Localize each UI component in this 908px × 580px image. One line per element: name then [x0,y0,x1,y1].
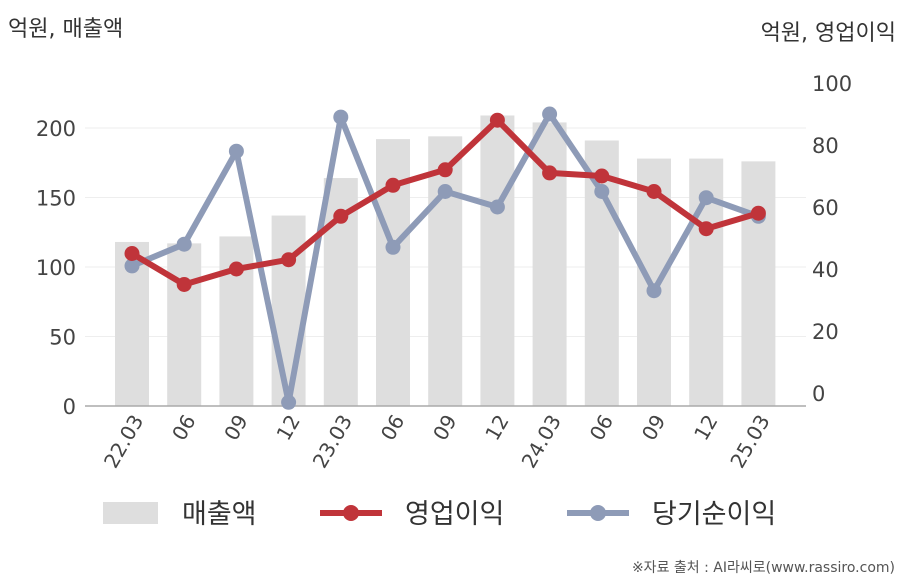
series-point [594,184,610,199]
legend-label: 당기순이익 [652,499,776,530]
series-point [228,143,244,159]
series-point [437,184,453,199]
right-axis-unit-label: 억원, 영업이익 [761,21,896,46]
right-tick-label: 0 [812,382,825,406]
x-tick-label: 12 [480,411,514,445]
legend-swatch-bar [103,502,158,524]
series-point [333,208,349,224]
left-tick-label: 50 [49,326,76,350]
x-tick-label: 06 [585,411,619,445]
left-tick-label: 0 [63,395,76,419]
line-series [124,106,766,410]
x-tick-label: 22.03 [99,411,148,473]
x-tick-label: 09 [637,411,671,445]
series-point [542,106,558,122]
x-tick-label: 09 [219,411,253,445]
right-tick-label: 100 [812,72,852,96]
series-point [124,258,140,274]
legend-swatch-marker [590,505,606,521]
legend-swatch-marker [343,505,359,521]
series-point [489,199,505,215]
left-tick-label: 150 [36,187,76,211]
series-point [646,283,662,299]
legend-label: 영업이익 [405,499,504,530]
right-tick-label: 60 [812,196,839,220]
series-point [698,190,714,206]
bars [115,115,776,407]
right-tick-label: 20 [812,320,839,344]
series-point [176,277,192,292]
x-axis-ticks: 22.03 06 09 12 23.03 06 09 12 24.03 06 09 12 25.03 [99,411,775,473]
series-point [542,165,558,181]
left-axis-ticks: 0 50 100 150 200 [36,117,76,419]
left-tick-label: 200 [36,117,76,141]
series-point [646,184,662,199]
right-tick-label: 40 [812,258,839,282]
source-note: ※자료 출처 : AI라씨로(www.rassiro.com) [632,560,895,576]
series-point [124,246,140,261]
series-point [228,261,244,277]
series-point [281,252,297,268]
x-tick-label: 24.03 [517,411,566,473]
series-point [385,239,401,255]
x-tick-label: 25.03 [725,411,774,473]
x-tick-label: 06 [376,411,410,445]
x-tick-label: 06 [167,411,201,445]
series-point [750,205,766,221]
legend: 매출액 영업이익 당기순이익 [103,499,776,530]
bar [271,215,306,406]
series-point [594,168,610,184]
x-tick-label: 09 [428,411,462,445]
x-tick-label: 12 [689,411,723,445]
legend-label: 매출액 [182,499,257,530]
x-tick-label: 12 [271,411,305,445]
series-point [385,177,401,193]
series-point [698,221,714,237]
bar [480,115,515,407]
bar [741,161,776,406]
series-point [437,162,453,178]
series-point [281,394,297,410]
series-point [333,109,349,125]
right-tick-label: 80 [812,134,839,158]
bar [167,243,202,406]
bar [428,136,463,406]
right-axis-ticks: 0 20 40 60 80 100 [812,72,852,406]
x-tick-label: 23.03 [308,411,357,473]
series-point [176,236,192,252]
left-axis-unit-label: 억원, 매출액 [8,17,123,42]
left-tick-label: 100 [36,256,76,280]
series-point [489,112,505,128]
